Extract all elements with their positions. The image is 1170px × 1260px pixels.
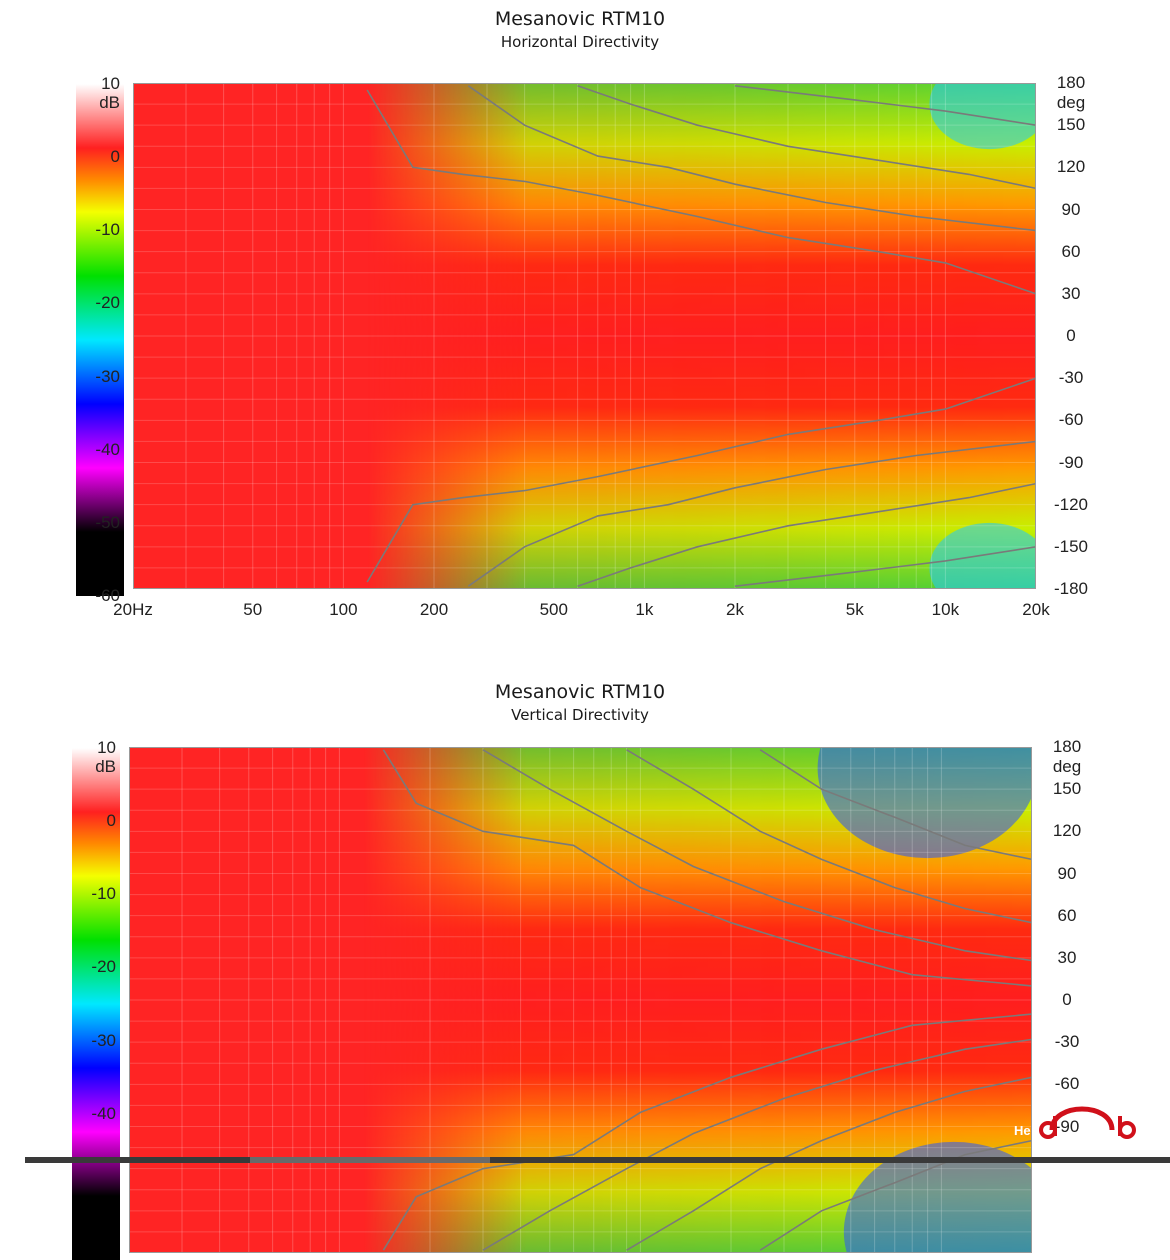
x-tick-label: 100 [329,600,358,619]
y-tick-label: 90 [1061,199,1081,219]
horizontal-scrollbar[interactable] [25,1157,1170,1163]
y-tick-label: -90 [1054,1116,1080,1136]
chart2-title: Mesanovic RTM10 [494,681,666,703]
y-tick-label: 150 [1052,779,1082,799]
colorbar-tick-label: -10 [95,220,120,240]
y-tick-label: -30 [1054,1032,1080,1052]
colorbar-tick-label: -60 [95,586,120,605]
colorbar-unit-label: dB [99,93,120,112]
contour-line [366,377,1036,583]
y-tick-label: -60 [1054,1074,1080,1094]
colorbar-tick-label: -20 [91,957,116,977]
y-tick-label: 120 [1056,157,1086,177]
chart1-plot-area [133,83,1036,589]
y-tick-label: 30 [1057,947,1077,967]
y-tick-label: 60 [1061,241,1081,261]
x-tick-label: 20k [1022,600,1050,619]
colorbar-tick-label: -20 [95,293,120,313]
y-unit-label: deg [1052,757,1082,776]
y-tick-label: 150 [1056,115,1086,135]
contour-line [382,749,1032,987]
contour-line [734,85,1036,126]
y-tick-label: -150 [1053,536,1089,556]
y-tick-label: 120 [1052,821,1082,841]
x-tick-label: 1k [635,600,654,619]
chart2-subtitle: Vertical Directivity [511,706,649,724]
y-tick-label: -90 [1058,452,1084,472]
x-tick-label: 50 [243,600,263,619]
contour-line [577,85,1036,190]
chart1-subtitle: Horizontal Directivity [500,33,660,51]
y-tick-label: 180 [1052,737,1082,756]
heatmap-falloff [133,83,1036,589]
y-tick-label: 180 [1056,73,1086,92]
headphone-logo-icon [1039,1106,1136,1139]
colorbar-unit-label: dB [95,757,116,776]
contour-line [467,440,1036,587]
y-tick-label: 0 [1066,326,1076,345]
y-tick-label: 30 [1061,283,1081,303]
colorbar-tick-label: -30 [95,366,120,386]
colorbar-tick-label: 10 [101,74,120,93]
colorbar-tick-label: -10 [91,884,116,904]
y-tick-label: -30 [1058,368,1084,388]
heatmap-blob [929,522,1036,589]
y-tick-label: 90 [1057,863,1077,883]
y-tick-label: -60 [1058,410,1084,430]
colorbar-tick-label: -40 [95,439,120,459]
contour-line [482,749,1032,962]
contour-line [626,749,1032,924]
heatmap-blob [929,83,1036,150]
colorbar-tick-label: -30 [91,1030,116,1050]
x-tick-label: 500 [539,600,568,619]
scrollbar-thumb[interactable] [250,1157,490,1163]
plot-frame [133,83,1036,589]
heatmap-blob [817,747,1032,859]
watermark-text: He [1014,1123,1031,1138]
chart1-heatmap [133,83,1036,589]
contour-line [759,749,1032,861]
x-tick-label: 20Hz [113,600,153,619]
colorbar-tick-label: -50 [95,512,120,532]
y-tick-label: 60 [1057,905,1077,925]
chart1-colorbar [76,84,124,596]
y-unit-label: deg [1056,93,1086,112]
colorbar-tick-label: 10 [97,738,116,757]
colorbar-tick-label: 0 [106,811,116,831]
chart2-heatmap [129,747,1032,1253]
colorbar-tick-label: 0 [110,147,120,167]
contour-line [366,89,1036,295]
x-tick-label: 10k [931,600,960,619]
y-tick-label: -120 [1053,494,1089,514]
x-tick-label: 5k [845,600,864,619]
x-tick-label: 200 [419,600,449,619]
y-tick-label: 0 [1062,990,1072,1009]
contour-line [734,546,1036,587]
chart1-title: Mesanovic RTM10 [494,8,666,30]
contour-line [577,482,1036,587]
y-tick-label: -180 [1053,579,1089,598]
contour-line [467,85,1036,232]
x-tick-label: 2k [726,600,744,619]
colorbar-tick-label: -40 [91,1103,116,1123]
chart2-plot-area [129,747,1032,1253]
